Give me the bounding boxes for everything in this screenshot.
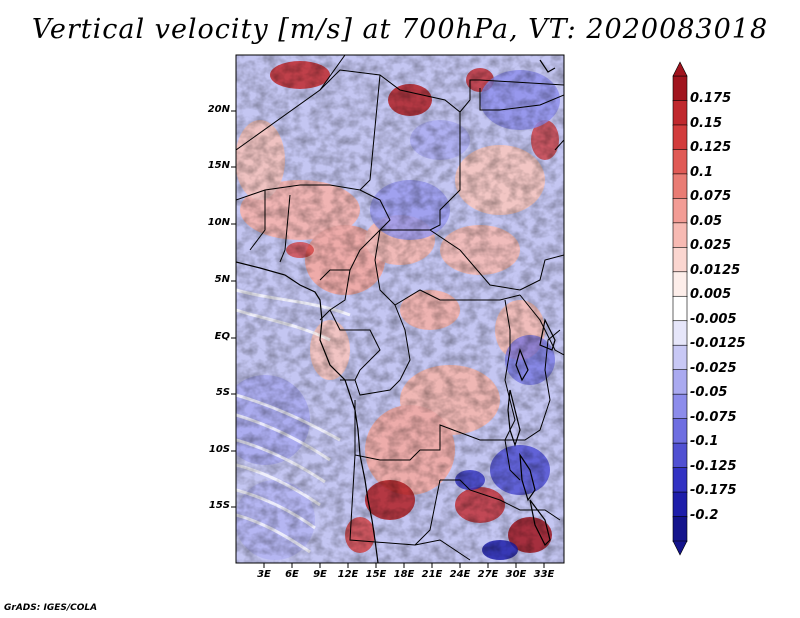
colorbar-label: -0.075 xyxy=(690,409,737,425)
colorbar-label: 0.005 xyxy=(690,287,732,303)
colorbar-segment xyxy=(672,124,688,151)
colorbar-label: 0.0125 xyxy=(690,262,741,278)
colorbar-segment xyxy=(672,442,688,469)
lon-label-18e: 18E xyxy=(393,569,415,580)
lat-label-15n: 15N xyxy=(207,160,230,171)
colorbar-label: -0.125 xyxy=(690,458,737,474)
lat-label-15s: 15S xyxy=(208,500,230,511)
map-frame xyxy=(235,54,565,564)
colorbar-segment xyxy=(672,295,688,322)
colorbar-segment xyxy=(672,369,688,395)
colorbar-label: -0.005 xyxy=(690,311,737,327)
lon-label-9e: 9E xyxy=(313,569,327,580)
lat-label-20n: 20N xyxy=(207,104,230,115)
colorbar-label: 0.175 xyxy=(690,91,732,107)
lon-ticks xyxy=(263,563,545,568)
lon-label-6e: 6E xyxy=(285,569,299,580)
colorbar-label: -0.175 xyxy=(690,483,737,499)
colorbar-segment xyxy=(672,320,688,347)
colorbar-segment xyxy=(672,100,688,126)
lat-label-10n: 10N xyxy=(207,217,230,228)
colorbar-segment xyxy=(672,418,688,444)
map-title: Vertical velocity [m/s] at 700hPa, VT: 2… xyxy=(31,14,769,45)
colorbar-top-arrow xyxy=(672,61,688,77)
colorbar-label: -0.025 xyxy=(690,360,737,376)
colorbar-label: -0.1 xyxy=(690,434,719,450)
colorbar-segment xyxy=(672,247,688,273)
colorbar-label: -0.05 xyxy=(690,385,728,401)
colorbar-segment xyxy=(672,344,688,371)
colorbar-label: -0.0125 xyxy=(690,336,746,352)
colorbar-segment xyxy=(672,75,688,102)
colorbar-label: 0.075 xyxy=(690,189,732,205)
colorbar-segment xyxy=(672,198,688,224)
lakes xyxy=(507,318,556,547)
lon-label-21e: 21E xyxy=(421,569,443,580)
colorbar-label: 0.15 xyxy=(690,115,723,131)
lon-label-15e: 15E xyxy=(365,569,387,580)
colorbar-segment xyxy=(672,467,688,493)
lat-ticks xyxy=(231,110,236,508)
colorbar-bottom-arrow xyxy=(672,540,688,556)
lat-label-10s: 10S xyxy=(208,444,230,455)
colorbar xyxy=(672,61,688,556)
colorbar-label: 0.025 xyxy=(690,238,732,254)
colorbar-label: 0.05 xyxy=(690,213,723,229)
colorbar-label: 0.1 xyxy=(690,164,714,180)
lon-label-12e: 12E xyxy=(337,569,359,580)
country-borders xyxy=(236,55,564,561)
coastline xyxy=(236,59,556,563)
colorbar-segment xyxy=(672,271,688,298)
colorbar-label: 0.125 xyxy=(690,140,732,156)
lon-label-24e: 24E xyxy=(449,569,471,580)
lon-label-30e: 30E xyxy=(505,569,527,580)
lat-label-5s: 5S xyxy=(215,387,230,398)
velocity-field xyxy=(236,55,564,563)
colorbar-segment xyxy=(672,393,688,420)
lon-label-33e: 33E xyxy=(533,569,555,580)
colorbar-segment xyxy=(672,222,688,249)
colorbar-segment xyxy=(672,491,688,518)
lat-label-eq: EQ xyxy=(214,331,230,342)
grads-credit: GrADS: IGES/COLA xyxy=(4,603,98,613)
colorbar-segment xyxy=(672,516,688,542)
colorbar-segment xyxy=(672,173,688,200)
colorbar-segment xyxy=(672,149,688,175)
lon-label-3e: 3E xyxy=(257,569,271,580)
lat-label-5n: 5N xyxy=(214,274,230,285)
lon-label-27e: 27E xyxy=(477,569,499,580)
colorbar-label: -0.2 xyxy=(690,507,719,523)
